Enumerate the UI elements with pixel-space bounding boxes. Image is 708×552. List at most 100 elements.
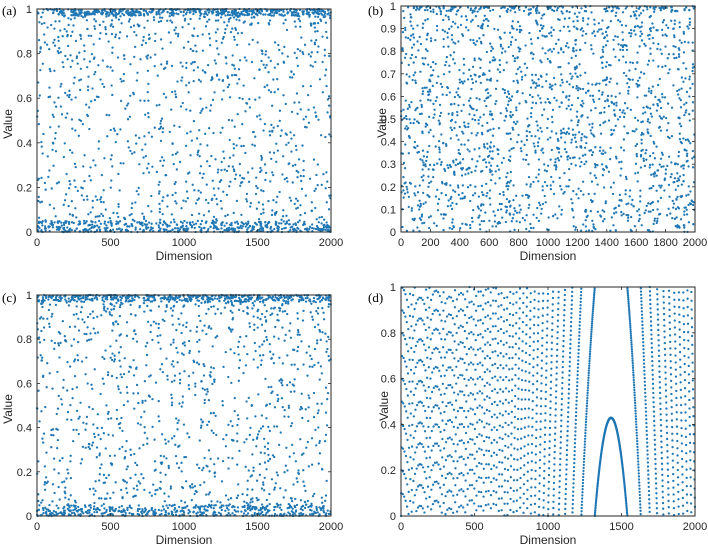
data-point	[568, 167, 571, 171]
data-point	[674, 9, 677, 13]
data-point	[685, 213, 689, 216]
data-point	[548, 59, 552, 63]
data-point	[245, 101, 248, 105]
data-point	[531, 95, 534, 99]
data-point	[173, 508, 176, 511]
data-point	[603, 36, 606, 40]
data-point	[444, 193, 448, 197]
data-point	[109, 356, 112, 359]
data-point	[561, 81, 564, 84]
data-point	[648, 163, 652, 167]
data-point	[44, 188, 47, 191]
data-point	[182, 423, 186, 426]
data-point	[477, 119, 480, 122]
data-point	[560, 73, 563, 76]
data-point	[263, 461, 267, 464]
data-point	[543, 13, 546, 16]
data-point	[502, 190, 505, 194]
data-point	[273, 66, 276, 69]
data-point	[645, 204, 648, 208]
data-point	[118, 359, 121, 362]
data-point	[116, 212, 119, 215]
data-point	[413, 71, 417, 74]
data-point	[654, 5, 657, 9]
data-point	[96, 198, 99, 202]
data-point	[273, 41, 277, 44]
data-point	[427, 226, 431, 230]
data-point	[72, 221, 75, 225]
data-point	[507, 100, 510, 103]
data-point	[620, 44, 623, 47]
data-point	[260, 189, 263, 192]
data-point	[414, 109, 417, 112]
data-point	[278, 222, 281, 225]
data-point	[466, 186, 470, 189]
data-point	[659, 9, 662, 12]
data-point	[591, 94, 595, 97]
data-point	[601, 66, 604, 70]
data-point	[185, 227, 188, 230]
data-point	[691, 101, 695, 104]
data-point	[576, 124, 579, 127]
data-point	[448, 91, 452, 94]
data-point	[78, 118, 81, 121]
data-point	[220, 11, 223, 15]
data-point	[471, 118, 474, 121]
data-point	[317, 221, 320, 224]
y-axis-title: Value	[375, 108, 389, 138]
data-point	[277, 397, 280, 401]
data-point	[198, 212, 201, 215]
data-point	[453, 102, 456, 106]
data-point	[680, 183, 684, 186]
data-point	[549, 188, 553, 191]
data-point	[458, 68, 461, 72]
data-point	[571, 207, 574, 211]
data-point	[301, 10, 304, 13]
data-point	[294, 13, 297, 17]
data-point	[39, 354, 42, 357]
data-point	[146, 90, 149, 94]
data-point	[650, 186, 653, 190]
data-point	[551, 108, 555, 112]
data-point	[203, 505, 206, 508]
data-point	[189, 329, 192, 332]
data-point	[194, 10, 198, 14]
data-point	[282, 61, 286, 64]
data-point	[249, 205, 252, 208]
data-point	[502, 69, 505, 72]
data-point	[656, 47, 659, 51]
data-point	[155, 13, 158, 16]
data-point	[107, 221, 110, 224]
data-point	[77, 508, 80, 512]
data-point	[262, 298, 265, 302]
data-point	[404, 99, 407, 102]
data-point	[557, 66, 560, 69]
data-point	[619, 20, 622, 23]
data-point	[285, 220, 288, 223]
data-point	[67, 17, 70, 20]
data-point	[640, 224, 643, 227]
data-point	[636, 24, 640, 28]
data-point	[89, 166, 92, 169]
data-point	[216, 47, 219, 50]
panel-label: (b)	[368, 3, 383, 18]
data-point	[161, 16, 164, 19]
data-point	[236, 494, 240, 497]
data-point	[662, 6, 665, 9]
data-point	[530, 115, 533, 119]
data-point	[210, 327, 213, 330]
data-point	[640, 39, 644, 42]
data-point	[676, 179, 679, 183]
data-point	[479, 58, 482, 61]
data-point	[235, 199, 239, 203]
data-point	[210, 500, 213, 503]
data-point	[75, 409, 79, 412]
data-point	[265, 63, 268, 67]
data-point	[79, 37, 83, 40]
data-point	[588, 123, 591, 126]
data-point	[276, 393, 279, 397]
data-point	[587, 192, 590, 196]
data-point	[232, 154, 235, 157]
data-point	[173, 182, 176, 186]
data-point	[635, 9, 638, 13]
